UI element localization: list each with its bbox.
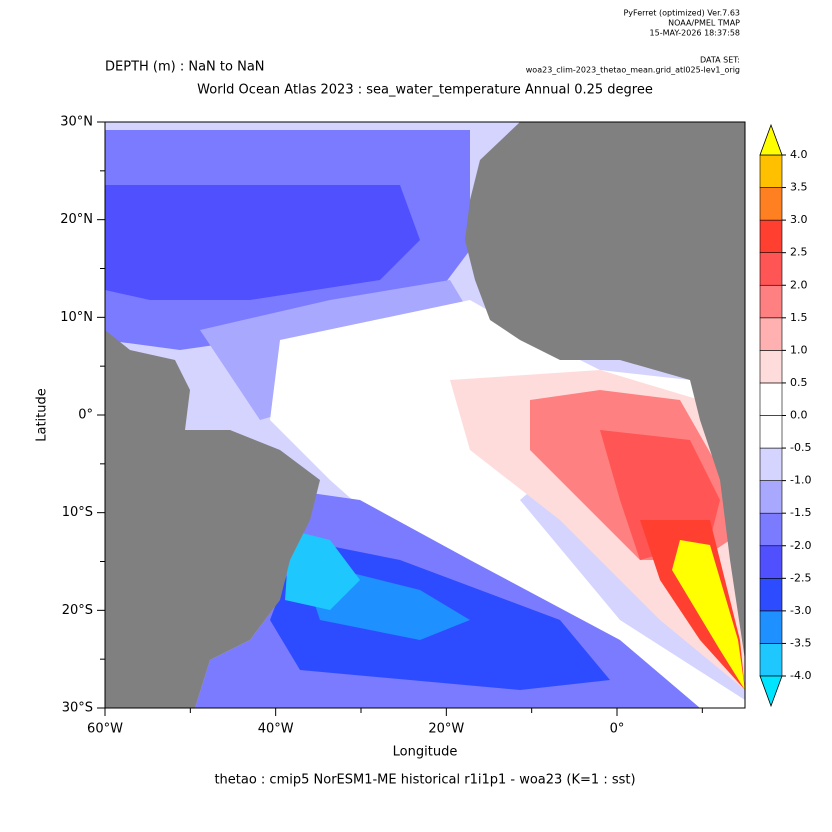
- colorbar-label: -1.0: [790, 474, 811, 487]
- colorbar-label: 3.5: [790, 181, 808, 194]
- colorbar-label: -0.5: [790, 441, 811, 454]
- colorbar-band: [759, 382, 783, 416]
- colorbar-label: 4.0: [790, 148, 808, 161]
- colorbar-label: 2.5: [790, 246, 808, 259]
- date: 15-MAY-2026 18:37:58: [650, 29, 740, 38]
- x-tick-label: 0°: [610, 722, 625, 737]
- field-patch: [105, 185, 420, 300]
- colorbar-band: [759, 545, 783, 579]
- colorbar-band: [759, 447, 783, 481]
- colorbar-label: -2.5: [790, 571, 811, 584]
- org: NOAA/PMEL TMAP: [668, 19, 740, 28]
- y-tick-label: 20°S: [62, 603, 93, 618]
- x-tick-label: 20°W: [428, 722, 464, 737]
- colorbar-band: [759, 610, 783, 644]
- colorbar-band: [759, 578, 783, 612]
- depth: DEPTH (m) : NaN to NaN: [105, 60, 265, 75]
- colorbar-label: -3.5: [790, 636, 811, 649]
- y-tick-label: 10°S: [62, 505, 93, 520]
- chart-title: World Ocean Atlas 2023 : sea_water_tempe…: [197, 83, 653, 98]
- y-axis-label: Latitude: [35, 388, 50, 442]
- colorbar-label: 3.0: [790, 213, 808, 226]
- colorbar-band: [759, 252, 783, 286]
- colorbar-label: -4.0: [790, 669, 811, 682]
- x-axis-label: Longitude: [393, 745, 458, 760]
- colorbar-under: [759, 675, 783, 708]
- y-tick-label: 0°: [78, 408, 93, 423]
- colorbar-band: [759, 643, 783, 677]
- x-tick-label: 40°W: [258, 722, 294, 737]
- field-patch: [672, 540, 745, 690]
- colorbar-label: 1.5: [790, 311, 808, 324]
- x-tick-label: 60°W: [87, 722, 123, 737]
- colorbar-band: [759, 512, 783, 547]
- colorbar-band: [759, 317, 783, 351]
- colorbar-band: [759, 284, 783, 319]
- dataset-label: DATA SET:: [700, 56, 740, 65]
- colorbar-band: [759, 480, 783, 514]
- colorbar-label: -3.0: [790, 604, 811, 617]
- colorbar-label: 0.5: [790, 376, 808, 389]
- colorbar-label: -1.5: [790, 506, 811, 519]
- land-south-america: [105, 330, 320, 708]
- colorbar-band: [759, 350, 783, 384]
- field: [105, 122, 745, 708]
- y-tick-label: 30°S: [62, 701, 93, 716]
- y-tick-label: 10°N: [60, 310, 93, 325]
- colorbar-label: 0.0: [790, 409, 808, 422]
- colorbar-label: 2.0: [790, 278, 808, 291]
- footer: thetao : cmip5 NorESM1-ME historical r1i…: [214, 773, 635, 788]
- dataset: woa23_clim-2023_thetao_mean.grid_atl025-…: [526, 66, 740, 75]
- colorbar-label: 1.0: [790, 343, 808, 356]
- colorbar-band: [759, 187, 783, 221]
- colorbar-band: [759, 415, 783, 449]
- field-patch: [285, 530, 360, 610]
- y-tick-label: 30°N: [60, 115, 93, 130]
- program: PyFerret (optimized) Ver.7.63: [623, 9, 740, 18]
- colorbar-over: [759, 123, 783, 156]
- colorbar-label: -2.0: [790, 539, 811, 552]
- land-africa: [465, 122, 745, 660]
- colorbar-band: [759, 219, 783, 253]
- colorbar-band: [759, 154, 783, 188]
- y-tick-label: 20°N: [60, 212, 93, 227]
